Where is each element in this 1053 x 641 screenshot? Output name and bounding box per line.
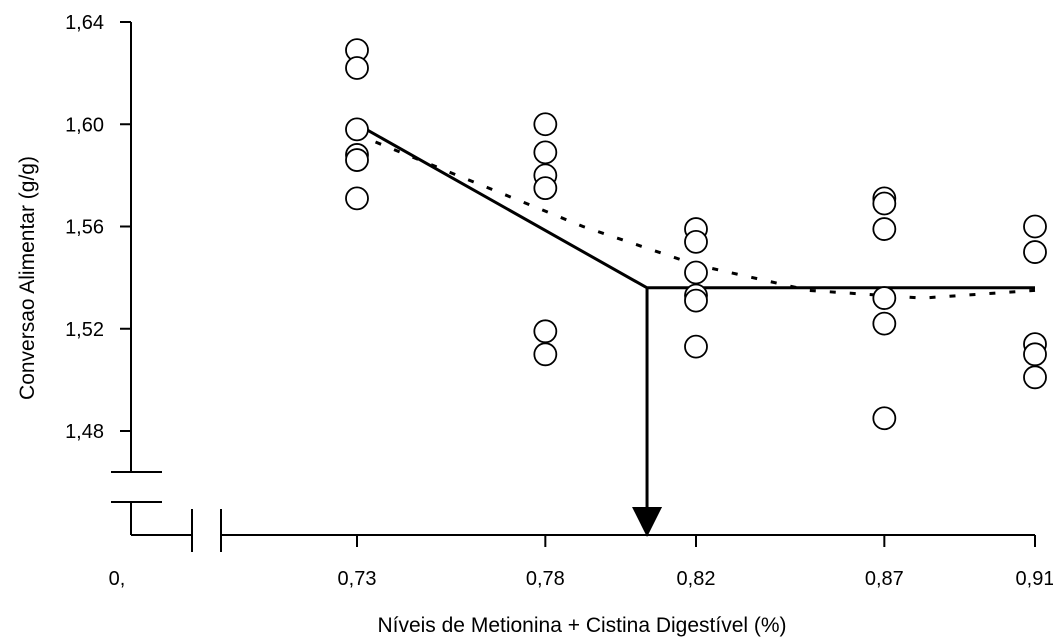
data-point	[345, 186, 369, 211]
data-point	[872, 217, 897, 241]
data-point	[533, 176, 558, 201]
data-point	[872, 406, 897, 431]
y-axis-title: Conversao Alimentar (g/g)	[16, 156, 39, 400]
x-ticks: 0, 0,73 0,78 0,82 0,87 0,91	[109, 535, 1053, 590]
x-tick-label: 0,78	[526, 568, 565, 590]
x-axis-title: Níveis de Metionina + Cistina Digestível…	[377, 614, 786, 637]
data-point	[533, 342, 558, 367]
x-tick-label: 0,73	[338, 568, 377, 590]
y-tick-label: 1,52	[65, 319, 104, 341]
y-ticks: 1,64 1,60 1,56 1,52 1,48	[65, 12, 131, 443]
plateau-fit-line	[356, 122, 1035, 290]
data-point	[533, 112, 558, 137]
x-tick-label: 0,87	[865, 568, 904, 590]
data-point	[684, 229, 708, 254]
y-tick-label: 1,60	[65, 114, 104, 136]
data-point	[1023, 365, 1047, 390]
y-tick-label: 1,48	[65, 421, 104, 443]
data-point	[533, 319, 558, 344]
data-point	[1023, 342, 1047, 367]
data-points	[345, 38, 1047, 431]
data-point	[345, 56, 369, 80]
y-tick-label: 1,64	[65, 12, 104, 34]
data-point	[345, 148, 369, 172]
data-point	[1023, 240, 1047, 264]
data-point	[533, 140, 558, 165]
x-tick-label: 0,	[109, 568, 126, 590]
data-point	[684, 260, 708, 285]
y-tick-label: 1,56	[65, 217, 104, 239]
data-point	[684, 334, 708, 359]
data-point	[1023, 214, 1047, 239]
data-point	[872, 286, 897, 310]
data-point	[345, 117, 369, 142]
data-point	[872, 191, 897, 216]
x-tick-label: 0,91	[1016, 568, 1053, 590]
x-tick-label: 0,82	[677, 568, 716, 590]
data-point	[684, 288, 708, 313]
data-point	[872, 311, 897, 336]
